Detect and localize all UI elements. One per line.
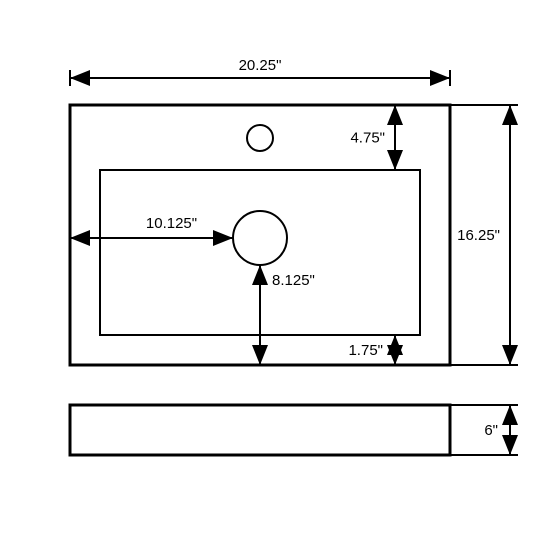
drain-hole-circle [233,211,287,265]
dim-side-height-label: 6" [484,422,498,439]
dim-side-height: 6" [450,405,518,455]
dim-faucet-depth-label: 4.75" [350,130,385,147]
dim-bottom-margin-label: 1.75" [348,342,383,359]
sink-technical-drawing: 20.25" 16.25" 4.75" 1.75" 10.125" 8.125" 6" [0,0,550,550]
dim-drain-y-label: 8.125" [272,272,315,289]
faucet-hole-circle [247,125,273,151]
dim-width-total-label: 20.25" [239,57,282,74]
dim-drain-x: 10.125" [70,215,233,246]
dim-width-total: 20.25" [70,57,450,86]
dim-faucet-depth: 4.75" [350,105,403,170]
dim-height-total: 16.25" [450,105,518,365]
dim-drain-x-label: 10.125" [146,215,197,232]
dim-bottom-margin: 1.75" [348,335,403,365]
dim-drain-y: 8.125" [252,265,315,365]
dim-height-total-label: 16.25" [457,227,500,244]
side-view-rect [70,405,450,455]
